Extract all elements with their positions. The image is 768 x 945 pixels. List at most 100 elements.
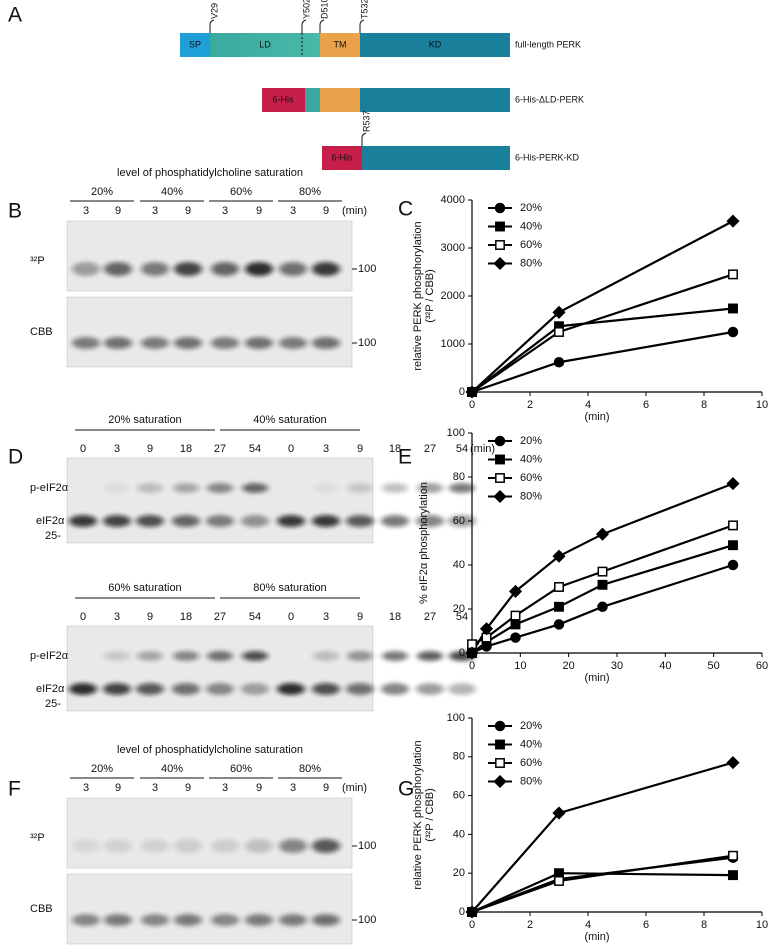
- x-tick-label: 8: [701, 399, 707, 411]
- x-tick-label: 60: [756, 660, 768, 672]
- lane-label: 9: [147, 611, 153, 623]
- band: [245, 914, 273, 926]
- band: [174, 262, 202, 276]
- lane-label: 27: [214, 443, 226, 455]
- y-tick-label: 4000: [441, 194, 465, 206]
- band: [279, 914, 307, 926]
- band: [137, 651, 163, 661]
- marker: [728, 520, 738, 531]
- group-label: 40%: [161, 186, 183, 198]
- marker: [510, 619, 521, 630]
- band: [136, 683, 164, 695]
- x-tick-label: 2: [527, 919, 533, 931]
- band: [416, 683, 444, 695]
- group-label: 80%: [299, 763, 321, 775]
- gel-title: level of phosphatidylcholine saturation: [117, 167, 303, 179]
- marker: [728, 303, 738, 314]
- group-label: 20%: [91, 763, 113, 775]
- band: [211, 914, 239, 926]
- legend-label: 60%: [520, 757, 542, 769]
- band: [69, 515, 97, 527]
- marker: [465, 385, 479, 399]
- marker: [554, 327, 564, 337]
- band: [206, 515, 234, 527]
- band: [72, 839, 100, 853]
- marker: [597, 579, 608, 590]
- domain-label: KD: [429, 39, 442, 49]
- y-tick-label: 1000: [441, 338, 465, 350]
- band: [104, 483, 130, 493]
- y-tick-label: 40: [453, 559, 465, 571]
- domain-box: [262, 88, 305, 112]
- band: [312, 683, 340, 695]
- marker: [728, 540, 738, 551]
- marker: [479, 622, 494, 636]
- band: [141, 262, 169, 276]
- lane-label: 9: [323, 782, 329, 794]
- band: [312, 262, 340, 276]
- band: [173, 483, 199, 493]
- row-label: ³²P: [30, 832, 45, 844]
- legend-label: 80%: [520, 775, 542, 787]
- legend-marker: [495, 739, 505, 750]
- marker: [552, 549, 566, 563]
- marker: [554, 876, 564, 886]
- domain-box: [180, 33, 210, 57]
- group-label: 80% saturation: [253, 582, 326, 594]
- site-label: R537: [361, 110, 371, 132]
- site-tick: [359, 19, 365, 33]
- band: [211, 262, 239, 276]
- group-label: 20% saturation: [108, 414, 181, 426]
- lane-label: 18: [389, 443, 401, 455]
- band: [241, 515, 269, 527]
- size-marker: 100: [358, 840, 376, 852]
- y-axis-label: % eIF2α phosphorylation: [418, 482, 430, 604]
- lane-label: 9: [323, 205, 329, 217]
- lane-label: 9: [147, 443, 153, 455]
- lane-label: 27: [424, 611, 436, 623]
- marker: [728, 850, 738, 861]
- legend-marker: [495, 758, 505, 768]
- band: [346, 515, 374, 527]
- legend-marker: [494, 720, 506, 732]
- band: [174, 839, 202, 853]
- x-tick-label: 6: [643, 919, 649, 931]
- band: [245, 262, 273, 276]
- row-label: CBB: [30, 326, 53, 338]
- panel-label: F: [8, 778, 21, 801]
- size-marker: 100: [358, 263, 376, 275]
- legend-label: 20%: [520, 202, 542, 214]
- band-label: p-eIF2α: [30, 650, 69, 662]
- y-axis-label: relative PERK phosphorylation: [412, 740, 424, 889]
- construct-name: 6-His-PERK-KD: [515, 152, 580, 162]
- marker: [728, 269, 738, 280]
- lane-label: 3: [152, 782, 158, 794]
- legend-label: 20%: [520, 720, 542, 732]
- time-unit: (min): [342, 205, 367, 217]
- legend-marker: [494, 435, 506, 447]
- series-line: [471, 854, 734, 914]
- marker: [726, 477, 740, 491]
- lane-label: 9: [256, 782, 262, 794]
- legend-marker: [494, 202, 506, 214]
- band: [279, 262, 307, 276]
- legend-marker: [495, 240, 505, 250]
- construct-name: full-length PERK: [515, 39, 581, 49]
- marker: [508, 584, 523, 598]
- band: [381, 515, 409, 527]
- site-label: D510: [319, 0, 329, 19]
- x-tick-label: 2: [527, 399, 533, 411]
- marker: [510, 610, 521, 621]
- band: [211, 337, 239, 349]
- lane-label: 3: [290, 782, 296, 794]
- legend-label: 20%: [520, 435, 542, 447]
- time-unit: (min): [470, 443, 495, 455]
- lane-label: 54: [249, 611, 261, 623]
- panel-label: D: [8, 446, 23, 469]
- x-tick-label: 20: [563, 660, 575, 672]
- y-tick-label: 0: [459, 906, 465, 918]
- x-tick-label: 10: [756, 399, 768, 411]
- x-tick-label: 0: [469, 399, 475, 411]
- site-tick: [319, 19, 325, 33]
